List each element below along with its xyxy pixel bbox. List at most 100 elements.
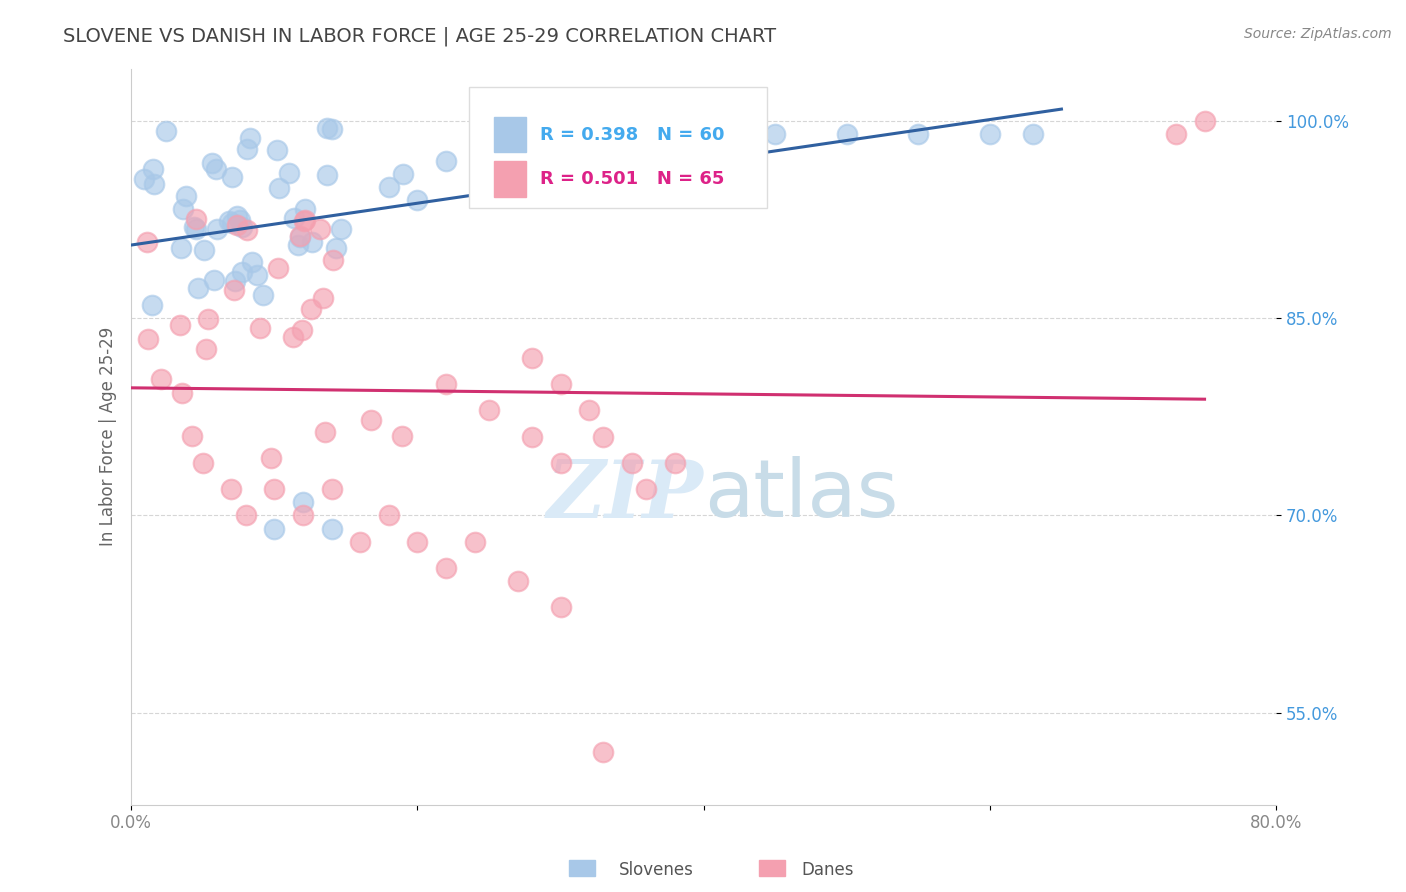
Point	[195, 343, 218, 357]
Point	[291, 508, 314, 523]
Point	[269, 181, 291, 195]
Point	[291, 322, 314, 336]
Point	[266, 143, 288, 157]
FancyBboxPatch shape	[759, 860, 785, 876]
Point	[506, 153, 529, 168]
Point	[321, 522, 343, 536]
Point	[294, 212, 316, 227]
Point	[314, 425, 336, 439]
Point	[592, 429, 614, 443]
Text: R = 0.501   N = 65: R = 0.501 N = 65	[540, 170, 724, 188]
Point	[291, 495, 314, 509]
Point	[263, 522, 285, 536]
Point	[1022, 128, 1045, 142]
Point	[550, 456, 572, 470]
Point	[226, 218, 249, 232]
Point	[636, 482, 658, 496]
Point	[578, 403, 600, 417]
Point	[1164, 128, 1187, 142]
Point	[170, 241, 193, 255]
Point	[172, 202, 194, 216]
Point	[218, 213, 240, 227]
Point	[550, 377, 572, 392]
Point	[392, 167, 415, 181]
FancyBboxPatch shape	[470, 87, 766, 209]
Point	[283, 211, 305, 226]
Point	[478, 140, 501, 154]
Text: Danes: Danes	[801, 861, 853, 879]
Point	[311, 291, 333, 305]
Point	[204, 161, 226, 176]
Point	[135, 235, 157, 249]
Point	[193, 243, 215, 257]
Point	[201, 155, 224, 169]
Y-axis label: In Labor Force | Age 25-29: In Labor Force | Age 25-29	[100, 327, 117, 546]
Point	[239, 131, 262, 145]
Point	[550, 600, 572, 615]
Point	[263, 482, 285, 496]
Text: ZIP: ZIP	[547, 457, 703, 534]
FancyBboxPatch shape	[494, 117, 526, 153]
Point	[664, 140, 686, 154]
Point	[281, 330, 304, 344]
Point	[360, 412, 382, 426]
Point	[136, 333, 159, 347]
Point	[231, 265, 253, 279]
Point	[290, 230, 312, 244]
Point	[621, 456, 644, 470]
Point	[184, 221, 207, 235]
Point	[149, 372, 172, 386]
Point	[664, 456, 686, 470]
Point	[391, 429, 413, 443]
Point	[378, 179, 401, 194]
Point	[520, 429, 543, 443]
Point	[180, 429, 202, 443]
Point	[406, 534, 429, 549]
Point	[316, 120, 339, 135]
Point	[434, 153, 457, 168]
Point	[1194, 114, 1216, 128]
Point	[184, 211, 207, 226]
FancyBboxPatch shape	[569, 860, 595, 876]
Point	[292, 214, 315, 228]
Point	[434, 561, 457, 575]
Point	[260, 450, 283, 465]
Text: Source: ZipAtlas.com: Source: ZipAtlas.com	[1244, 27, 1392, 41]
Point	[277, 166, 299, 180]
Point	[550, 140, 572, 154]
Point	[299, 301, 322, 316]
Point	[309, 221, 332, 235]
Text: atlas: atlas	[703, 457, 898, 534]
Point	[143, 177, 166, 191]
Point	[464, 534, 486, 549]
Point	[240, 255, 263, 269]
Point	[187, 281, 209, 295]
Point	[191, 456, 214, 470]
Point	[325, 241, 347, 255]
Point	[592, 745, 614, 759]
Point	[979, 128, 1001, 142]
Point	[142, 161, 165, 176]
Point	[378, 508, 401, 523]
Point	[222, 283, 245, 297]
Point	[236, 223, 259, 237]
Point	[141, 298, 163, 312]
Point	[132, 172, 155, 186]
Point	[221, 216, 243, 230]
Point	[478, 403, 501, 417]
Point	[520, 351, 543, 365]
Point	[434, 377, 457, 392]
Point	[301, 235, 323, 249]
Point	[226, 209, 249, 223]
Point	[155, 124, 177, 138]
Point	[170, 386, 193, 401]
Point	[197, 312, 219, 326]
Point	[349, 534, 371, 549]
Point	[288, 228, 311, 243]
Point	[321, 122, 343, 136]
Point	[231, 219, 253, 234]
Point	[224, 274, 246, 288]
FancyBboxPatch shape	[494, 161, 526, 196]
Point	[692, 128, 714, 142]
Point	[330, 222, 353, 236]
